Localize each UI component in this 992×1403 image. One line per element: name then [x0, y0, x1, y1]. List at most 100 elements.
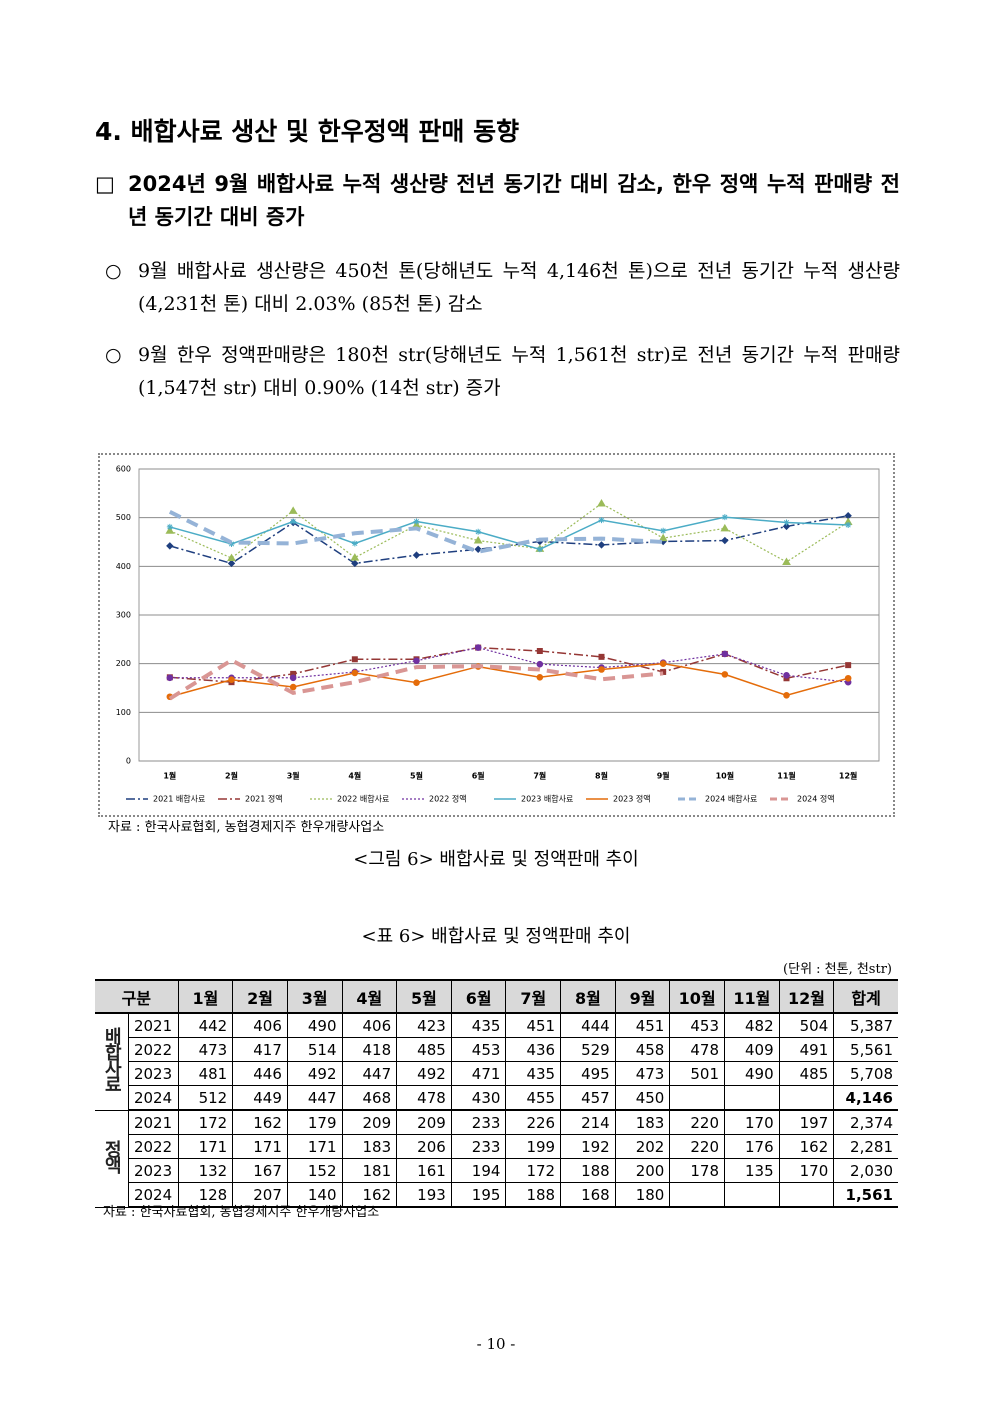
- value-cell: 180: [614, 1182, 670, 1208]
- value-cell: 468: [341, 1085, 397, 1111]
- group-label: 정액: [101, 1140, 123, 1172]
- point: [289, 674, 297, 682]
- value-cell: 207: [232, 1182, 288, 1208]
- value-cell: 128: [177, 1182, 233, 1208]
- point: [227, 559, 236, 568]
- value-cell: 171: [286, 1134, 343, 1159]
- point: [350, 553, 360, 561]
- point: [782, 522, 791, 531]
- value-cell: [669, 1085, 725, 1111]
- value-cell: 473: [614, 1061, 670, 1086]
- x-tick-label: 3월: [287, 771, 300, 781]
- value-cell: 473: [177, 1037, 233, 1062]
- point: [351, 656, 358, 663]
- header-cell: 4월: [341, 979, 397, 1014]
- value-cell: 132: [177, 1158, 233, 1183]
- point: [228, 676, 235, 684]
- point: [597, 541, 606, 549]
- value-cell: 478: [396, 1085, 452, 1111]
- point: [288, 506, 298, 514]
- value-cell: [669, 1182, 725, 1208]
- summary-text: 2024년 9월 배합사료 누적 생산량 전년 동기간 대비 감소, 한우 정액…: [128, 172, 900, 229]
- legend-label: 2022 배합사료: [337, 795, 389, 804]
- header-cell: 12월: [778, 979, 834, 1014]
- point: [165, 526, 175, 534]
- bullet-marker: ○: [105, 344, 122, 366]
- value-cell: 514: [286, 1037, 343, 1062]
- value-cell: 176: [724, 1134, 780, 1159]
- value-cell: 172: [505, 1158, 561, 1183]
- legend-label: 2021 정액: [245, 794, 283, 804]
- total-cell: 2,030: [833, 1158, 898, 1183]
- value-cell: 501: [669, 1061, 725, 1086]
- year-cell: 2021: [127, 1013, 179, 1038]
- point: [720, 523, 730, 532]
- value-cell: 435: [450, 1013, 506, 1038]
- data-row: 2023 132 167 152 181 161 194 172 188 200 178 135 170…: [95, 1158, 898, 1183]
- point: [536, 546, 543, 553]
- value-cell: 453: [669, 1013, 725, 1038]
- value-cell: 171: [232, 1134, 288, 1159]
- value-cell: 135: [724, 1158, 780, 1183]
- value-cell: 162: [778, 1134, 834, 1159]
- point: [166, 674, 174, 682]
- table-caption: <표 6> 배합사료 및 정액판매 추이: [361, 926, 631, 947]
- x-tick-label: 1월: [163, 771, 176, 781]
- data-row: 2024 512 449 447 468 478 430 455 457 450 4,146: [95, 1085, 898, 1111]
- value-cell: 446: [232, 1061, 288, 1086]
- x-tick-label: 12월: [839, 771, 858, 781]
- year-cell: 2023: [127, 1061, 179, 1086]
- point: [660, 527, 667, 534]
- value-cell: 188: [560, 1158, 616, 1183]
- value-cell: 478: [669, 1037, 725, 1062]
- x-tick-label: 5월: [410, 771, 423, 781]
- point: [659, 660, 667, 667]
- data-row: 2022 171 171 171 183 206 233 199 192 202 220 176 162…: [95, 1134, 898, 1159]
- data-row: 정액 2021 172 162 179 209 209 233 226 214 183 220 170 1…: [95, 1110, 898, 1208]
- value-cell: 423: [396, 1013, 452, 1038]
- point: [783, 692, 790, 699]
- value-cell: 447: [341, 1061, 397, 1086]
- series-line: [169, 662, 849, 698]
- value-cell: 458: [614, 1037, 670, 1062]
- value-cell: 183: [614, 1110, 670, 1135]
- value-cell: 495: [560, 1061, 616, 1086]
- point: [351, 669, 359, 677]
- value-cell: 195: [450, 1182, 506, 1208]
- point: [844, 674, 852, 682]
- value-cell: 199: [505, 1134, 561, 1159]
- value-cell: 491: [778, 1037, 834, 1062]
- value-cell: 492: [286, 1061, 343, 1086]
- total-cell: 4,146: [833, 1085, 898, 1111]
- table-source: 자료 : 한국사료협회, 농협경제지주 한우개량사업소: [103, 1205, 380, 1220]
- point: [721, 514, 728, 521]
- summary: □ 2024년 9월 배합사료 누적 생산량 전년 동기간 대비 감소, 한우 …: [95, 168, 900, 234]
- value-cell: 504: [778, 1013, 834, 1038]
- year-cell: 2022: [127, 1134, 179, 1159]
- group-cell: 정액: [95, 1110, 129, 1208]
- point: [598, 517, 605, 524]
- point: [783, 672, 790, 679]
- bullet-text: 9월 한우 정액판매량은 180천 str(당해년도 누적 1,561천 str…: [138, 344, 900, 399]
- value-cell: 167: [232, 1158, 288, 1183]
- total-cell: 5,561: [833, 1037, 898, 1062]
- y-tick-label: 600: [116, 465, 131, 474]
- data-row: 배합사료 2021 442 406 490 406 423 435 451 444 451 453 48…: [95, 1013, 898, 1111]
- value-cell: 485: [396, 1037, 452, 1062]
- value-cell: 455: [505, 1085, 561, 1111]
- group-cell: 배합사료: [95, 1013, 129, 1111]
- table-unit: (단위 : 천톤, 천str): [783, 962, 892, 977]
- value-cell: 168: [560, 1182, 616, 1208]
- value-cell: 161: [396, 1158, 452, 1183]
- data-row: 2023 481 446 492 447 492 471 435 495 473 501 490 485…: [95, 1061, 898, 1086]
- header-row: 구분 1월 2월 3월 4월 5월 6월 7월 8월 9월 10월 11월 12월 합계: [95, 979, 898, 1014]
- value-cell: 202: [614, 1134, 670, 1159]
- value-cell: 170: [724, 1110, 780, 1135]
- value-cell: 192: [560, 1134, 616, 1159]
- value-cell: 436: [505, 1037, 561, 1062]
- y-tick-label: 300: [116, 611, 131, 620]
- value-cell: 188: [505, 1182, 561, 1208]
- total-cell: 2,281: [833, 1134, 898, 1159]
- value-cell: 435: [505, 1061, 561, 1086]
